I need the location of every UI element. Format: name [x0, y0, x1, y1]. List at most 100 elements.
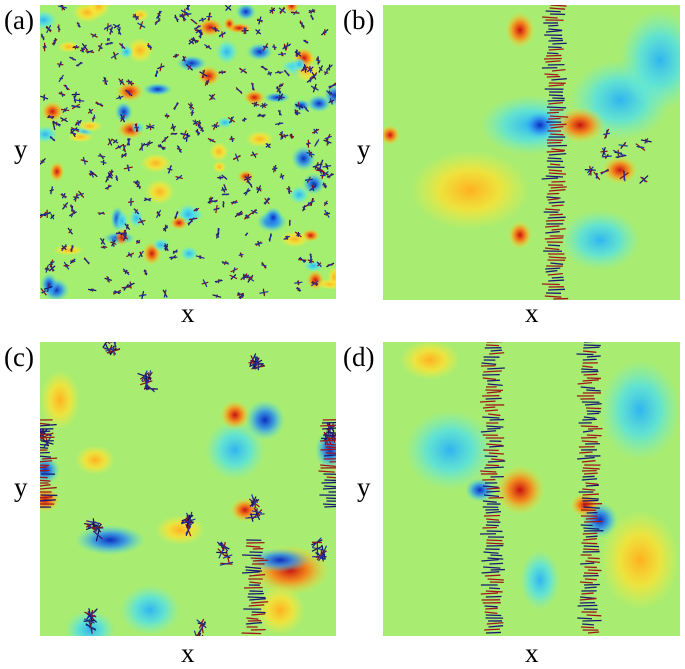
defect-line — [546, 196, 561, 199]
defect — [181, 518, 196, 525]
defect-line — [488, 452, 504, 455]
defect — [245, 516, 259, 519]
defect — [113, 342, 117, 348]
defect-line — [242, 554, 262, 557]
defect-line — [40, 476, 48, 479]
defect — [195, 29, 202, 34]
field-blob — [400, 342, 460, 380]
defect-line — [550, 262, 564, 265]
defect — [258, 113, 265, 118]
defect-line — [547, 141, 562, 144]
defect-line — [489, 562, 504, 565]
defect-line — [586, 355, 601, 358]
defect-line — [481, 571, 500, 574]
defect — [310, 14, 314, 21]
defect — [641, 176, 646, 183]
defect — [319, 160, 323, 168]
defect — [102, 346, 114, 351]
defect-line — [487, 557, 504, 560]
field-blob — [129, 208, 144, 228]
defect — [126, 164, 130, 172]
defect-line — [586, 410, 601, 413]
defect — [97, 155, 106, 158]
defect-line — [40, 499, 56, 502]
field-blob — [327, 265, 336, 289]
x-axis-label: x — [525, 638, 539, 668]
defect-line — [583, 346, 600, 349]
defect — [234, 153, 239, 162]
defect — [264, 197, 270, 205]
defect-line — [582, 418, 597, 421]
defect — [243, 27, 247, 35]
defect — [228, 116, 235, 124]
defect-line — [585, 517, 598, 520]
defect — [225, 5, 232, 12]
defect — [115, 175, 119, 182]
defect-line — [583, 373, 598, 376]
defect-line — [548, 256, 567, 259]
defect-line — [585, 535, 598, 538]
defect — [106, 342, 111, 345]
defect — [612, 149, 624, 156]
defect — [284, 69, 290, 77]
field-blob — [279, 230, 310, 248]
defect-line — [584, 342, 596, 343]
defect — [116, 95, 124, 100]
defect — [57, 26, 60, 30]
defect — [200, 635, 202, 636]
defect-line — [581, 478, 598, 481]
defect — [215, 233, 220, 238]
defect — [103, 24, 112, 31]
defect — [77, 119, 80, 126]
defect — [163, 289, 167, 298]
defect-line — [547, 144, 567, 147]
defect — [324, 209, 330, 218]
defect — [65, 85, 68, 90]
field-blob — [87, 5, 110, 19]
field-blob — [292, 57, 307, 72]
defect — [180, 9, 190, 15]
defect — [52, 120, 61, 127]
defect-line — [486, 539, 503, 542]
defect-line — [548, 152, 567, 156]
defect-line — [576, 353, 594, 356]
defect — [254, 242, 263, 245]
defect — [74, 44, 78, 50]
defect-line — [486, 490, 500, 493]
defect — [241, 274, 250, 279]
defect-line — [548, 24, 559, 27]
defect-line — [548, 94, 564, 97]
field-blob — [40, 10, 58, 30]
defect-line — [584, 520, 603, 523]
defect-line — [320, 424, 336, 427]
defect — [644, 138, 649, 144]
defect — [191, 109, 194, 117]
defect — [50, 186, 53, 195]
defect — [193, 25, 202, 30]
defect-line — [485, 397, 502, 400]
defect-line — [544, 73, 559, 76]
defect-line — [489, 352, 505, 355]
defect — [100, 161, 107, 164]
defect — [586, 166, 594, 174]
defect-line — [485, 464, 499, 467]
defect — [45, 265, 49, 273]
defect — [146, 140, 151, 147]
defect — [245, 232, 248, 236]
defect — [75, 62, 83, 67]
defect — [204, 44, 212, 50]
defect — [109, 169, 113, 178]
field-blob — [212, 160, 227, 173]
field-blob — [223, 17, 236, 31]
defect-line — [581, 460, 596, 463]
defect-line — [546, 106, 567, 109]
defect — [195, 637, 202, 640]
field-blob — [155, 515, 205, 545]
defect — [328, 84, 336, 88]
defect — [48, 260, 55, 266]
defect — [293, 10, 298, 16]
defect-line — [40, 443, 50, 446]
panel-label: (a) — [4, 5, 34, 35]
defect — [116, 145, 122, 149]
defect — [255, 29, 261, 35]
